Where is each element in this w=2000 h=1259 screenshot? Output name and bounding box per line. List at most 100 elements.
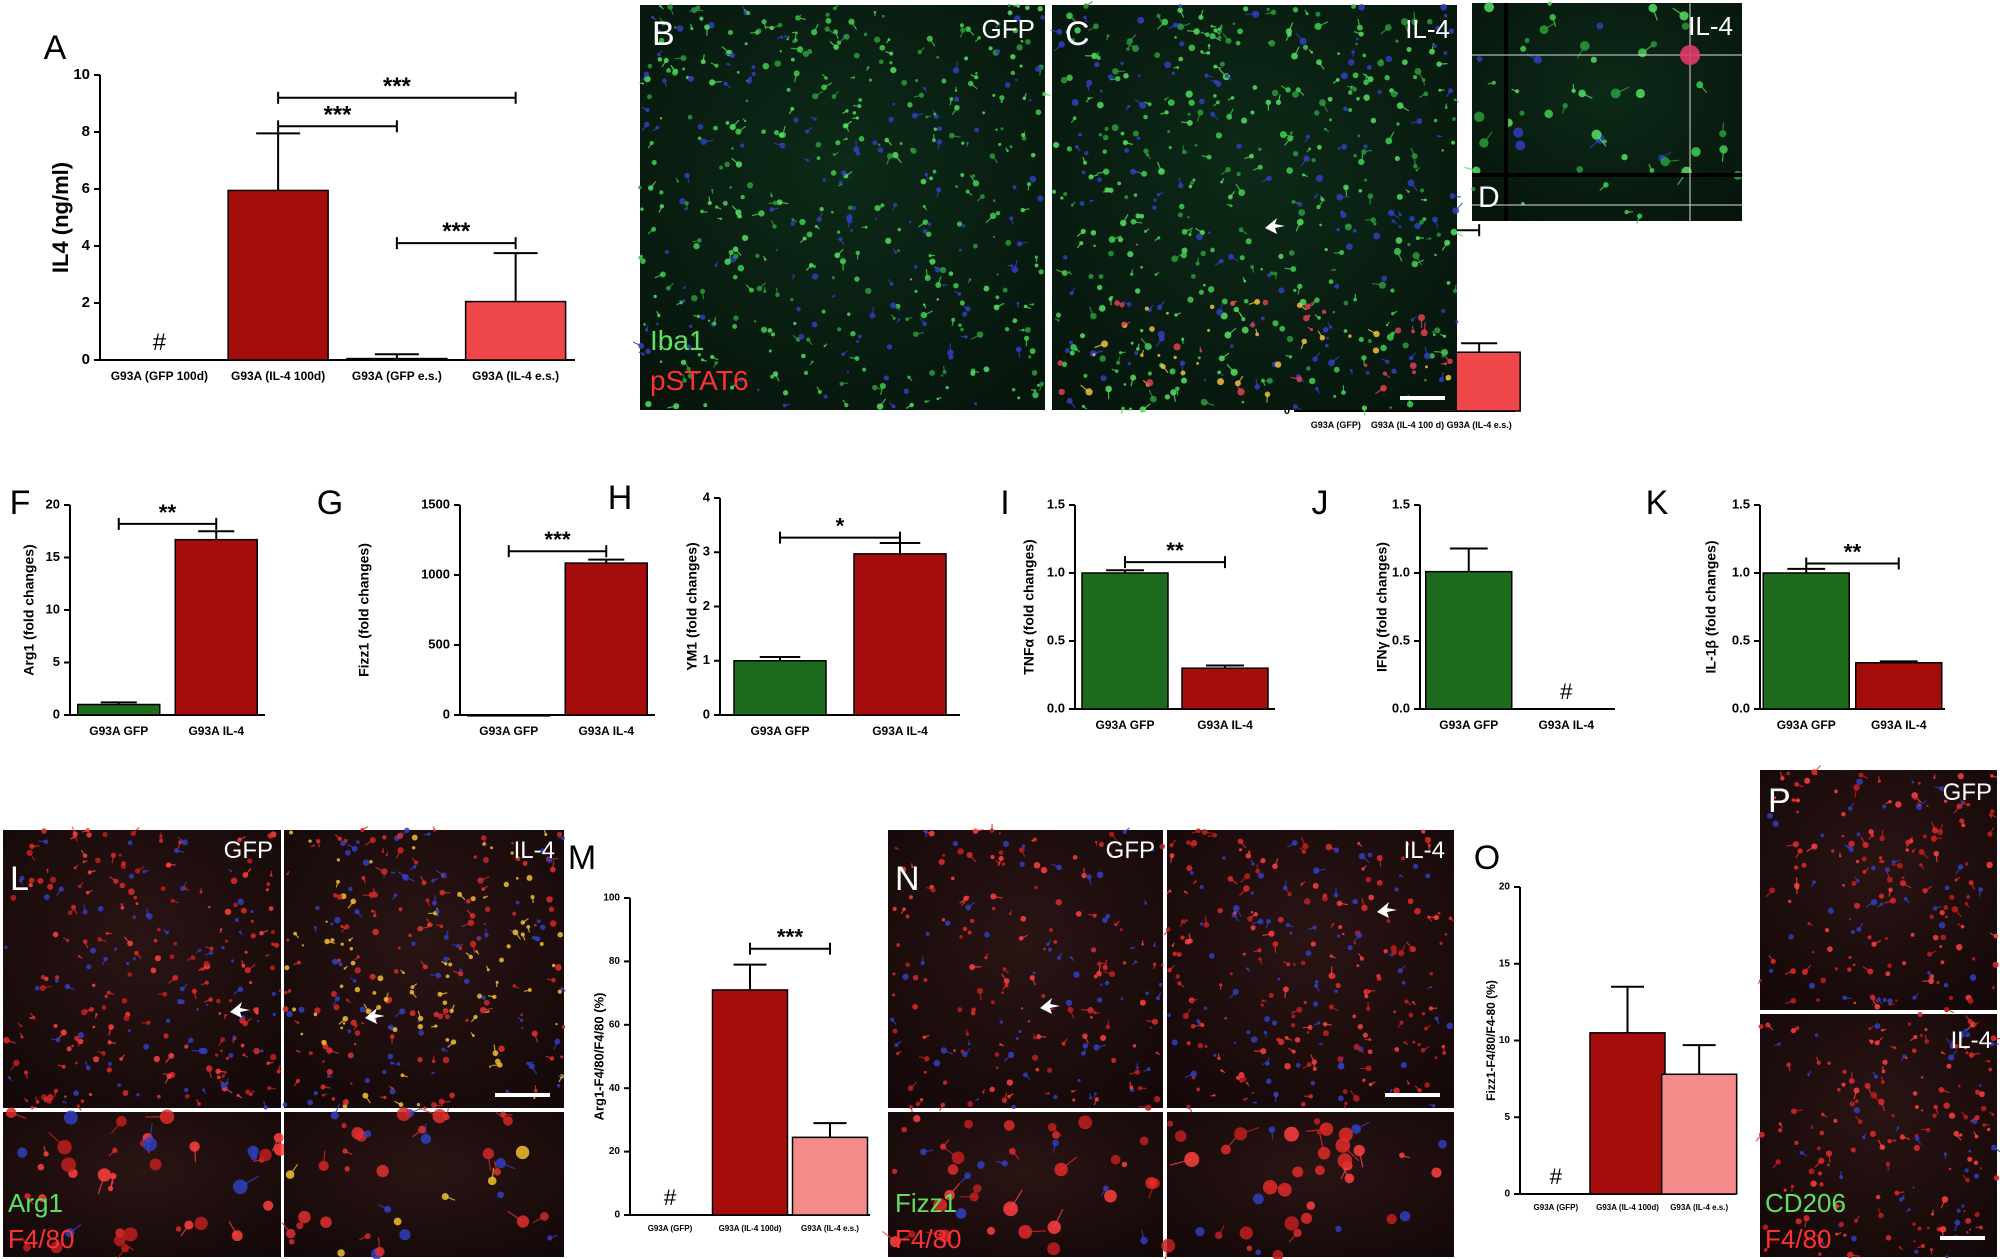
cell [272,1012,276,1017]
cell-process [1251,266,1255,273]
cell-process [208,1068,213,1079]
cell [1434,253,1437,257]
cell [1795,1026,1800,1031]
cell [1017,396,1021,400]
cell-process [362,877,367,884]
cell-process [886,155,891,165]
cell-process [1381,358,1388,363]
cell-process [1063,1038,1068,1045]
cell [645,400,652,408]
cell-process [1229,190,1236,198]
cell [1020,39,1024,43]
cell-process [713,362,717,368]
cell-process [1935,1106,1939,1114]
cell [1104,1189,1117,1203]
cell-process [1082,405,1088,410]
cell [86,964,92,970]
cell [1181,247,1188,254]
cell [315,905,320,911]
cell [355,840,360,845]
cell [289,830,294,835]
arrow-marker [1377,902,1397,918]
cell-process [1155,271,1160,276]
cell-process [445,930,449,938]
category-label: G93A IL-4 [188,724,244,738]
cell [1993,933,1998,939]
cell-process [1131,269,1134,275]
cell [1139,999,1146,1006]
cell [88,1092,93,1097]
cell [994,1052,1000,1057]
cell-process [218,1070,227,1073]
cell-process [906,316,913,320]
cell-process [1124,827,1130,833]
cell-process [805,264,812,271]
cell-process [440,960,447,965]
cell-process [395,850,402,859]
cell-process [1965,903,1970,908]
cell [1816,998,1820,1002]
cell [1333,394,1337,398]
cell [53,1088,59,1094]
cell-process [453,970,461,975]
y-tick-label: 40 [609,1083,621,1094]
cell [354,967,361,974]
cell [465,899,471,904]
cell [1348,107,1353,112]
cell-process [109,1041,116,1044]
cell-process [108,992,115,996]
cell [1312,1001,1319,1007]
cell [1277,916,1284,923]
cell-process [1784,970,1794,975]
cell-process [991,155,998,164]
cell-process [1226,75,1232,80]
cell [746,78,752,84]
cell-process [1156,338,1163,347]
cell [333,1004,340,1011]
cell-process [1917,1245,1924,1249]
cell [889,61,893,65]
cell [1367,852,1373,858]
cell [1847,967,1852,972]
cell [1116,360,1121,365]
cell [282,1102,288,1108]
cell-process [1991,775,1998,778]
cell [503,881,509,888]
cell-process [929,261,933,266]
cell-process [1315,193,1319,198]
cell [1055,899,1062,906]
cell [954,96,960,102]
cell [664,249,669,255]
cell [1284,1216,1299,1231]
cell-process [1795,850,1801,859]
cell-process [97,1174,105,1195]
cell-process [897,1050,902,1055]
cell [1824,927,1830,933]
cell [71,1044,74,1048]
cell [1322,893,1328,899]
cell-process [995,859,1000,864]
cell-process [1873,1094,1881,1104]
cell-process [1412,1001,1416,1006]
cell-process [1137,343,1140,350]
cell-process [1427,986,1432,989]
cell-process [926,115,931,118]
cell [1196,1087,1200,1092]
cell-process [123,936,131,944]
cell [154,955,162,962]
no-data-mark: # [664,1185,677,1210]
cell [1001,991,1004,994]
cell [1871,941,1877,947]
cell [1164,394,1171,400]
cell [773,129,780,136]
cell-process [788,108,793,115]
cell [1968,1228,1972,1231]
cell-process [522,918,529,924]
cell-process [1406,941,1414,950]
cell-process [1988,1111,1994,1115]
cell [1980,1105,1987,1112]
cell [1352,86,1357,92]
